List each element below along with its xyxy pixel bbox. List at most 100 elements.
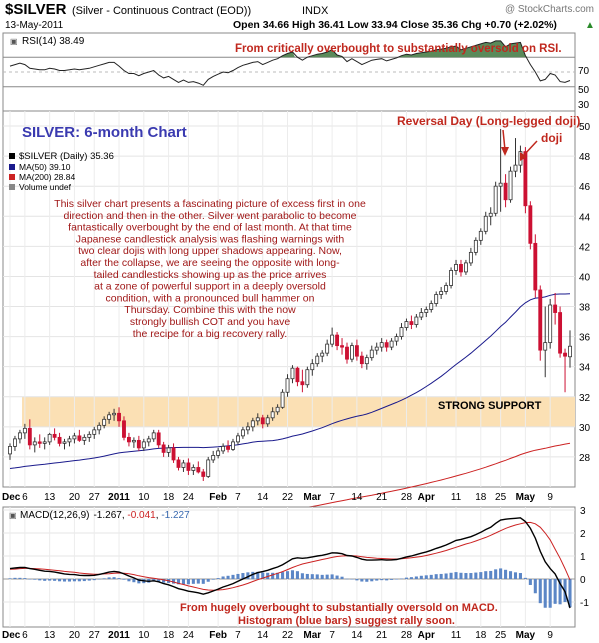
commentary-line: strongly bullish COT and you have — [130, 316, 290, 328]
candle — [345, 342, 349, 364]
candle-body — [488, 212, 493, 217]
candle-body — [330, 334, 335, 345]
macd-histogram-bar — [350, 579, 354, 580]
candle — [42, 437, 47, 450]
bottom-date-tick-label: 25 — [495, 630, 507, 641]
commentary-line: Thursday. Combine this with the now — [124, 304, 296, 316]
candle-body — [280, 391, 285, 408]
date-tick-label: Dec — [2, 492, 21, 503]
rsi-ticker-icon: ▣ — [10, 37, 18, 46]
candle-body — [325, 343, 330, 354]
macd-histogram-bar — [414, 576, 418, 579]
candle-body — [42, 441, 47, 444]
date-tick-label: Mar — [303, 492, 321, 503]
candle — [374, 342, 379, 355]
candle — [161, 441, 166, 457]
macd-histogram-bar — [404, 577, 408, 579]
candle-body — [97, 424, 102, 431]
rsi-panel: ▣ RSI(14) 38.49 From critically overboug… — [2, 32, 590, 112]
candle — [528, 201, 533, 250]
candle — [62, 438, 67, 450]
candle — [196, 461, 201, 474]
macd-histogram-bar — [58, 579, 62, 582]
price-y-tick: 46 — [579, 182, 591, 193]
bottom-date-tick-label: 18 — [475, 630, 487, 641]
candle-body — [463, 262, 468, 273]
macd-histogram-bar — [87, 579, 91, 581]
candle — [384, 339, 389, 352]
price-y-tick: 50 — [579, 122, 591, 133]
candle — [335, 332, 340, 351]
candle-body — [424, 309, 429, 313]
commentary-line: at a zone of powerful support in a deepl… — [94, 281, 326, 293]
candle — [236, 432, 240, 445]
macd-histogram-bar — [385, 579, 389, 581]
candle-body — [394, 336, 399, 342]
candle — [47, 432, 52, 445]
bottom-date-tick-label: 13 — [44, 630, 56, 641]
candle — [92, 426, 97, 439]
candle-body — [62, 441, 67, 444]
candle-body — [379, 342, 384, 348]
candle — [231, 438, 235, 451]
candle — [454, 259, 458, 275]
macd-histogram-bar — [508, 571, 513, 579]
candle-body — [468, 251, 473, 264]
macd-y-tick: 0 — [580, 575, 586, 586]
macd-histogram-bar — [162, 579, 166, 583]
macd-y-tick: -1 — [580, 598, 589, 609]
macd-histogram-bar — [533, 579, 537, 594]
macd-histogram-bar — [355, 579, 359, 581]
macd-histogram-bar — [523, 577, 527, 579]
candle — [350, 342, 354, 363]
macd-histogram-bar — [513, 572, 518, 579]
candle-body — [473, 239, 478, 253]
candle-body — [493, 185, 498, 214]
date-axis: Dec 6 13 20 27 2011 10 18 24 Feb 7 14 22 Mar 7 14 21 28 Ap… — [2, 492, 553, 503]
macd-histogram-bar — [380, 579, 384, 581]
candle-body — [563, 352, 567, 357]
macd-histogram-bar — [548, 579, 552, 608]
macd-histogram-bar — [444, 573, 448, 579]
candle — [389, 338, 394, 351]
legend-price: $SILVER (Daily) 35.36 — [19, 151, 114, 162]
bottom-date-tick-label: 7 — [329, 630, 335, 641]
macd-histogram-bar — [553, 579, 557, 604]
candle-body — [414, 316, 419, 325]
candle-body — [305, 369, 310, 386]
bottom-date-tick-label: 18 — [163, 630, 175, 641]
macd-histogram-bar — [43, 579, 47, 581]
macd-histogram-bar — [33, 579, 37, 580]
candle-body — [72, 435, 77, 440]
date-tick-label: 6 — [22, 492, 28, 503]
macd-y-tick: 1 — [580, 552, 586, 563]
legend-volume: Volume undef — [19, 182, 72, 192]
macd-histogram-bar — [469, 573, 473, 579]
macd-histogram-bar — [38, 579, 42, 581]
candle-body — [245, 426, 250, 431]
macd-histogram-bar — [528, 579, 532, 585]
price-y-tick: 48 — [579, 152, 591, 163]
candle-body — [32, 441, 37, 446]
macd-histogram-bar — [320, 574, 324, 579]
candle-body — [206, 459, 211, 477]
commentary-line: two clear dojis with long upper shadows … — [78, 245, 342, 257]
candle — [181, 459, 186, 472]
candle-body — [57, 436, 62, 444]
candle-body — [434, 294, 439, 304]
candle-body — [335, 334, 340, 347]
bottom-date-tick-label: 9 — [547, 630, 553, 641]
macd-histogram-bar — [375, 579, 379, 581]
candle-body — [131, 439, 136, 443]
candle — [250, 417, 255, 432]
candle-body — [236, 435, 240, 443]
macd-histogram-bar — [568, 579, 572, 608]
commentary-text: This silver chart presents a fascinating… — [54, 198, 366, 340]
date-tick-label: 22 — [282, 492, 294, 503]
candle-body — [156, 432, 161, 446]
price-y-tick: 38 — [579, 303, 591, 314]
candle — [127, 432, 131, 447]
bottom-date-tick-label: 10 — [138, 630, 150, 641]
candle-body — [478, 230, 483, 241]
date-tick-label: 2011 — [108, 492, 130, 503]
